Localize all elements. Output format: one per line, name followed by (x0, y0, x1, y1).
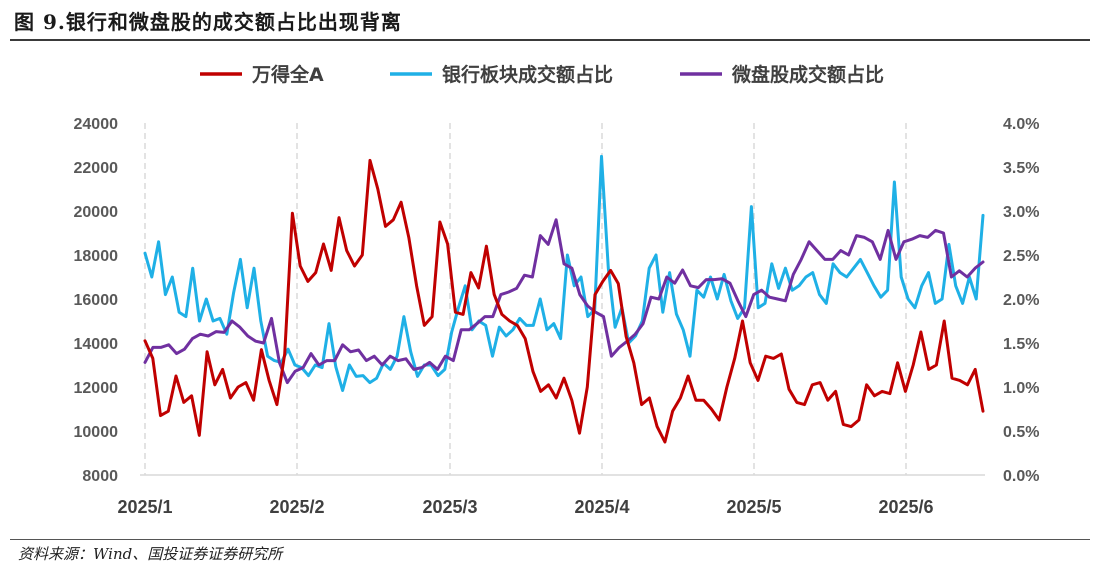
left-axis-ticks: 8000 10000 12000 14000 16000 18000 20000 22000 2… (74, 116, 119, 485)
left-tick-label: 8000 (82, 468, 118, 485)
x-tick-label: 2025/4 (574, 497, 629, 517)
legend-label-2: 微盘股成交额占比 (731, 63, 884, 86)
left-tick-label: 14000 (74, 336, 119, 353)
x-tick-label: 2025/3 (422, 497, 477, 517)
source-note: 资料来源：Wind、国投证券证券研究所 (18, 545, 283, 563)
left-tick-label: 18000 (74, 248, 119, 265)
right-tick-label: 3.5% (1003, 160, 1039, 177)
series-line-1 (143, 154, 985, 392)
right-tick-label: 2.0% (1003, 292, 1039, 309)
x-tick-label: 2025/1 (117, 497, 172, 517)
left-tick-label: 20000 (74, 204, 119, 221)
x-tick-label: 2025/5 (726, 497, 781, 517)
legend-label-1: 银行板块成交额占比 (442, 63, 613, 86)
left-tick-label: 16000 (74, 292, 119, 309)
right-tick-label: 2.5% (1003, 248, 1039, 265)
right-tick-label: 1.0% (1003, 380, 1039, 397)
gridlines (140, 123, 985, 476)
x-tick-label: 2025/6 (878, 497, 933, 517)
left-tick-label: 10000 (74, 424, 119, 441)
x-axis-ticks: 2025/1 2025/2 2025/3 2025/4 2025/5 2025/6 (117, 497, 933, 517)
right-tick-label: 0.0% (1003, 468, 1039, 485)
legend-label-0: 万得全A (251, 63, 324, 86)
right-tick-label: 0.5% (1003, 424, 1039, 441)
left-tick-label: 24000 (74, 116, 119, 133)
series-line-0 (143, 158, 985, 444)
x-tick-label: 2025/2 (269, 497, 324, 517)
right-axis-ticks: 0.0% 0.5% 1.0% 1.5% 2.0% 2.5% 3.0% 3.5% 4.0% (1003, 116, 1039, 485)
right-tick-label: 3.0% (1003, 204, 1039, 221)
source-rule (10, 539, 1090, 540)
left-tick-label: 22000 (74, 160, 119, 177)
left-tick-label: 12000 (74, 380, 119, 397)
series-line-2 (143, 218, 985, 385)
legend: 万得全A 银行板块成交额占比 微盘股成交额占比 (200, 63, 884, 86)
series-layer (143, 154, 985, 444)
right-tick-label: 4.0% (1003, 116, 1039, 133)
figure-title: 图 9.银行和微盘股的成交额占比出现背离 (14, 10, 402, 34)
title-rule (10, 39, 1090, 41)
right-tick-label: 1.5% (1003, 336, 1039, 353)
